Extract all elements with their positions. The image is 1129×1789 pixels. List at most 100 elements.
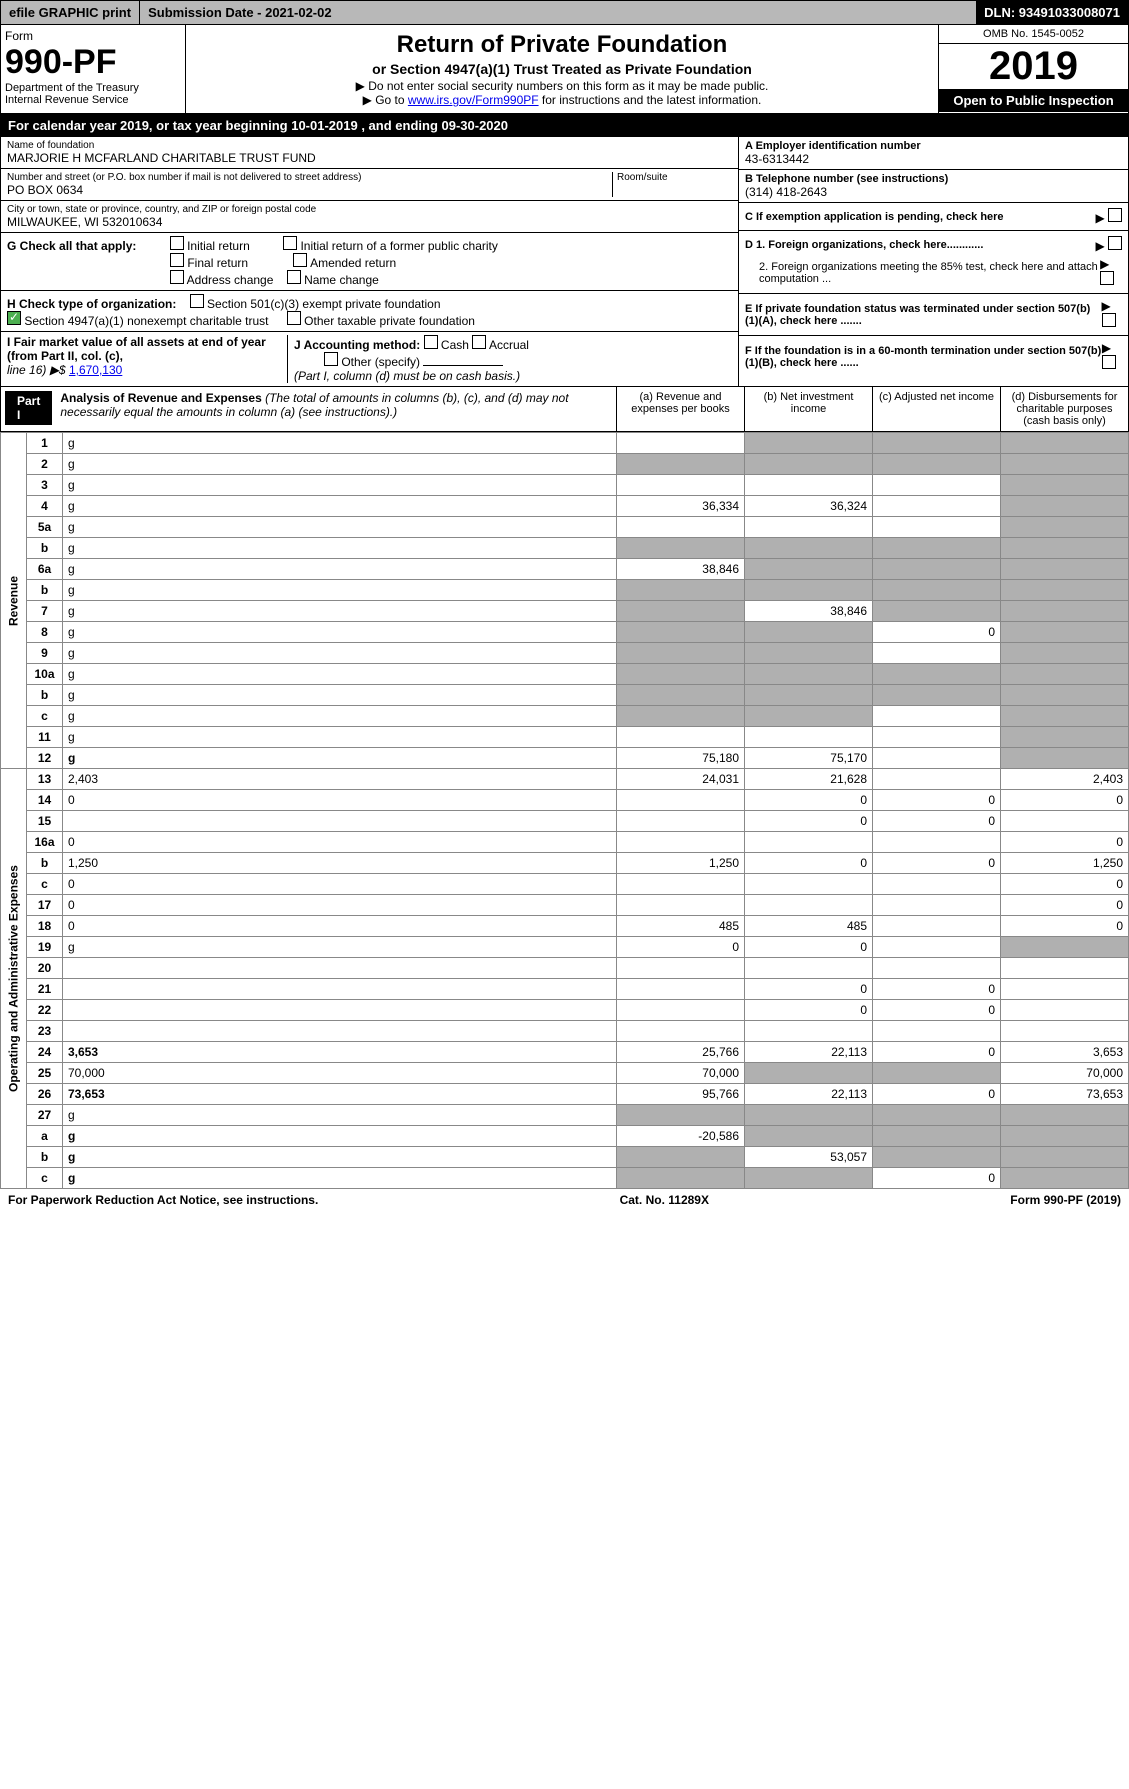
line-description [63, 958, 617, 979]
check-g-row: G Check all that apply: Initial return I… [1, 233, 738, 291]
address-change-cb[interactable] [170, 270, 184, 284]
cash-cb[interactable] [424, 335, 438, 349]
amended-return-cb[interactable] [293, 253, 307, 267]
instr-link[interactable]: www.irs.gov/Form990PF [408, 93, 539, 107]
col-c-header: (c) Adjusted net income [872, 387, 1000, 431]
initial-return-cb[interactable] [170, 236, 184, 250]
table-row: 2100 [1, 979, 1129, 1000]
line-description: g [63, 706, 617, 727]
line-number: 10a [27, 664, 63, 685]
line-description: g [63, 643, 617, 664]
footer-mid: Cat. No. 11289X [620, 1193, 709, 1207]
table-row: bg [1, 538, 1129, 559]
table-row: cg0 [1, 1168, 1129, 1189]
address-cell: Number and street (or P.O. box number if… [1, 169, 738, 201]
table-row: 6ag38,846 [1, 559, 1129, 580]
col-b-header: (b) Net investment income [744, 387, 872, 431]
line-number: b [27, 853, 63, 874]
line-description: g [63, 748, 617, 769]
table-row: 10ag [1, 664, 1129, 685]
table-row: 19g00 [1, 937, 1129, 958]
line-number: 21 [27, 979, 63, 1000]
line-description: g [63, 454, 617, 475]
line-description [63, 1021, 617, 1042]
table-row: 8g0 [1, 622, 1129, 643]
line-number: 13 [27, 769, 63, 790]
line-description: 1,250 [63, 853, 617, 874]
table-row: 7g38,846 [1, 601, 1129, 622]
table-row: 2200 [1, 1000, 1129, 1021]
box-e: E If private foundation status was termi… [739, 294, 1128, 336]
city-cell: City or town, state or province, country… [1, 201, 738, 233]
foundation-name-cell: Name of foundation MARJORIE H MCFARLAND … [1, 137, 738, 169]
form-title: Return of Private Foundation [192, 31, 932, 59]
info-grid: Name of foundation MARJORIE H MCFARLAND … [0, 137, 1129, 387]
line-description: 73,653 [63, 1084, 617, 1105]
line-description: 0 [63, 895, 617, 916]
line-description [63, 1000, 617, 1021]
box-f-cb[interactable] [1102, 355, 1116, 369]
line-number: 2 [27, 454, 63, 475]
box-c: C If exemption application is pending, c… [739, 203, 1128, 231]
initial-return-former-cb[interactable] [283, 236, 297, 250]
line-description: 0 [63, 916, 617, 937]
form-subtitle: or Section 4947(a)(1) Trust Treated as P… [192, 61, 932, 77]
line-number: 7 [27, 601, 63, 622]
table-row: cg [1, 706, 1129, 727]
table-row: 2673,65395,76622,113073,653 [1, 1084, 1129, 1105]
table-row: 27g [1, 1105, 1129, 1126]
box-f: F If the foundation is in a 60-month ter… [739, 336, 1128, 377]
part1-table: Revenue1g2g3g4g36,33436,3245agbg6ag38,84… [0, 432, 1129, 1189]
header-right: OMB No. 1545-0052 2019 Open to Public In… [938, 25, 1128, 113]
line-description: g [63, 727, 617, 748]
info-left: Name of foundation MARJORIE H MCFARLAND … [1, 137, 738, 386]
line-description: g [63, 559, 617, 580]
footer-right: Form 990-PF (2019) [1010, 1193, 1121, 1207]
accrual-cb[interactable] [472, 335, 486, 349]
instr-1: ▶ Do not enter social security numbers o… [192, 79, 932, 93]
line-number: c [27, 706, 63, 727]
line-description: 70,000 [63, 1063, 617, 1084]
box-d: D 1. Foreign organizations, check here..… [739, 231, 1128, 294]
line-number: 4 [27, 496, 63, 517]
check-h-row: H Check type of organization: Section 50… [1, 291, 738, 332]
line-description: g [63, 517, 617, 538]
table-row: 23 [1, 1021, 1129, 1042]
fmv-link[interactable]: 1,670,130 [69, 363, 122, 377]
line-number: 25 [27, 1063, 63, 1084]
table-row: bg53,057 [1, 1147, 1129, 1168]
section-label: Operating and Administrative Expenses [1, 769, 27, 1189]
line-description: g [63, 496, 617, 517]
line-number: 9 [27, 643, 63, 664]
box-c-cb[interactable] [1108, 208, 1122, 222]
efile-print-button[interactable]: efile GRAPHIC print [1, 1, 140, 24]
line-number: 24 [27, 1042, 63, 1063]
dln-label: DLN: 93491033008071 [976, 1, 1128, 24]
line-number: 14 [27, 790, 63, 811]
4947a1-cb[interactable] [7, 311, 21, 325]
other-taxable-cb[interactable] [287, 311, 301, 325]
line-number: 19 [27, 937, 63, 958]
top-bar: efile GRAPHIC print Submission Date - 20… [0, 0, 1129, 25]
box-e-cb[interactable] [1102, 313, 1116, 327]
other-method-cb[interactable] [324, 352, 338, 366]
box-b: B Telephone number (see instructions) (3… [739, 170, 1128, 203]
line-description: g [63, 685, 617, 706]
part1-header-row: Part I Analysis of Revenue and Expenses … [0, 387, 1129, 432]
line-number: 5a [27, 517, 63, 538]
box-d1-cb[interactable] [1108, 236, 1122, 250]
final-return-cb[interactable] [170, 253, 184, 267]
line-number: 23 [27, 1021, 63, 1042]
table-row: 5ag [1, 517, 1129, 538]
line-description: g [63, 580, 617, 601]
name-change-cb[interactable] [287, 270, 301, 284]
tax-year: 2019 [939, 44, 1128, 89]
line-number: 8 [27, 622, 63, 643]
501c3-cb[interactable] [190, 294, 204, 308]
header-center: Return of Private Foundation or Section … [186, 25, 938, 113]
box-d2-cb[interactable] [1100, 271, 1114, 285]
line-number: 12 [27, 748, 63, 769]
table-row: 243,65325,76622,11303,653 [1, 1042, 1129, 1063]
line-number: 16a [27, 832, 63, 853]
table-row: Revenue1g [1, 433, 1129, 454]
